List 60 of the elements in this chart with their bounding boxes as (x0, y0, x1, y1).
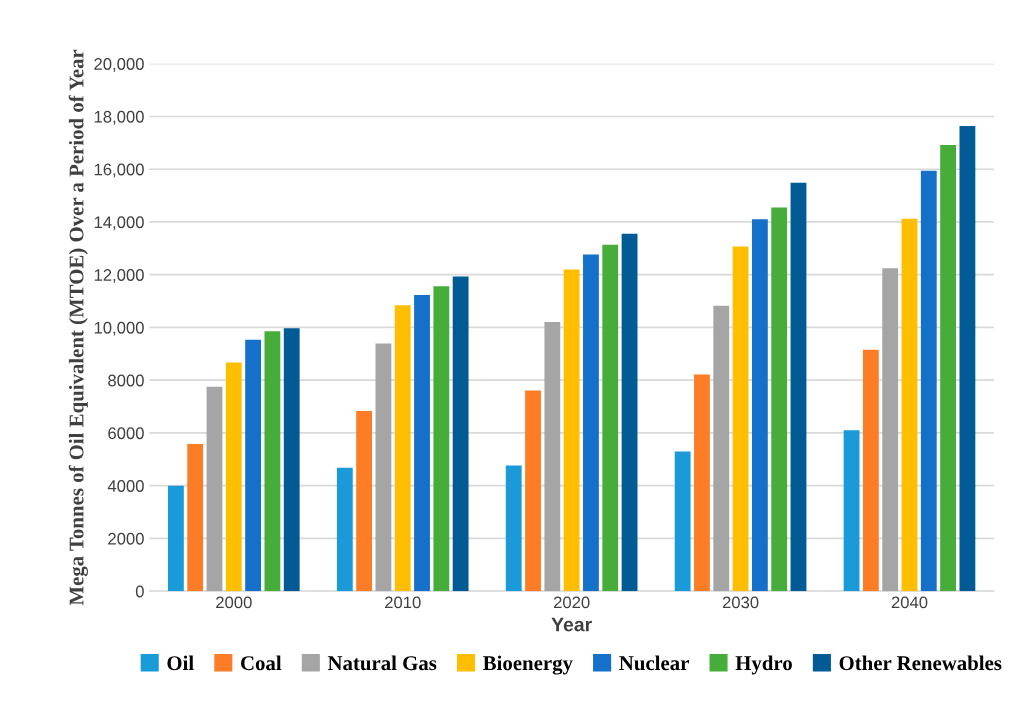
x-tick-label: 2020 (553, 596, 590, 609)
bar (433, 286, 450, 592)
bar (940, 144, 957, 592)
bar (751, 219, 768, 592)
bar (356, 411, 373, 592)
bar (414, 295, 430, 592)
bar (694, 374, 710, 592)
legend-label: Natural Gas (327, 655, 437, 671)
bar (206, 386, 223, 592)
bar (882, 268, 899, 592)
x-tick-label: 2030 (722, 596, 759, 609)
legend-label: Coal (241, 655, 282, 671)
bar (843, 430, 860, 592)
legend-label: Bioenergy (483, 655, 573, 675)
bar (920, 170, 937, 592)
legend-label: Nuclear (619, 655, 689, 671)
bar (225, 362, 242, 592)
bar (583, 254, 599, 592)
y-tick-label: 16,000 (94, 163, 144, 178)
bar (245, 339, 262, 592)
x-tick-label: 2040 (891, 596, 928, 609)
bar (264, 331, 281, 592)
y-tick-label: 12,000 (94, 269, 144, 283)
y-axis-title: Mega Tonnes of Oil Equivalent (MTOE) Over a Period of Year (68, 49, 88, 606)
y-tick-label: 10,000 (94, 321, 144, 336)
bar (771, 207, 788, 592)
y-tick-label: 0 (135, 585, 144, 598)
legend-label: Other Renewables (839, 655, 1002, 671)
y-tick-label: 18,000 (94, 110, 144, 125)
y-tick-label: 4000 (107, 480, 144, 492)
bar (452, 276, 469, 592)
bar (862, 349, 879, 592)
bar (187, 444, 204, 592)
bar (375, 343, 392, 592)
bar (544, 321, 561, 592)
bar (732, 246, 749, 592)
bar (674, 451, 691, 592)
bar (167, 485, 184, 592)
bar (283, 328, 300, 592)
legend-label: Hydro (735, 655, 792, 675)
bar (336, 467, 353, 592)
bar (602, 244, 619, 592)
bar (790, 182, 807, 592)
bar (525, 390, 541, 592)
y-tick-label: 2000 (108, 532, 144, 545)
bar (621, 233, 638, 592)
bar (901, 218, 918, 592)
y-tick-label: 8000 (108, 374, 144, 387)
y-tick-label: 14,000 (94, 216, 144, 231)
y-tick-label: 20,000 (94, 58, 144, 72)
x-tick-label: 2010 (385, 596, 421, 609)
bar (959, 125, 976, 592)
bar (394, 305, 411, 592)
legend-label: Oil (167, 655, 194, 671)
x-axis-title: Year (551, 617, 592, 632)
bar (713, 305, 730, 592)
y-tick-label: 6000 (108, 427, 144, 440)
bar (505, 465, 522, 592)
bar (563, 269, 580, 592)
x-tick-label: 2000 (216, 596, 252, 609)
